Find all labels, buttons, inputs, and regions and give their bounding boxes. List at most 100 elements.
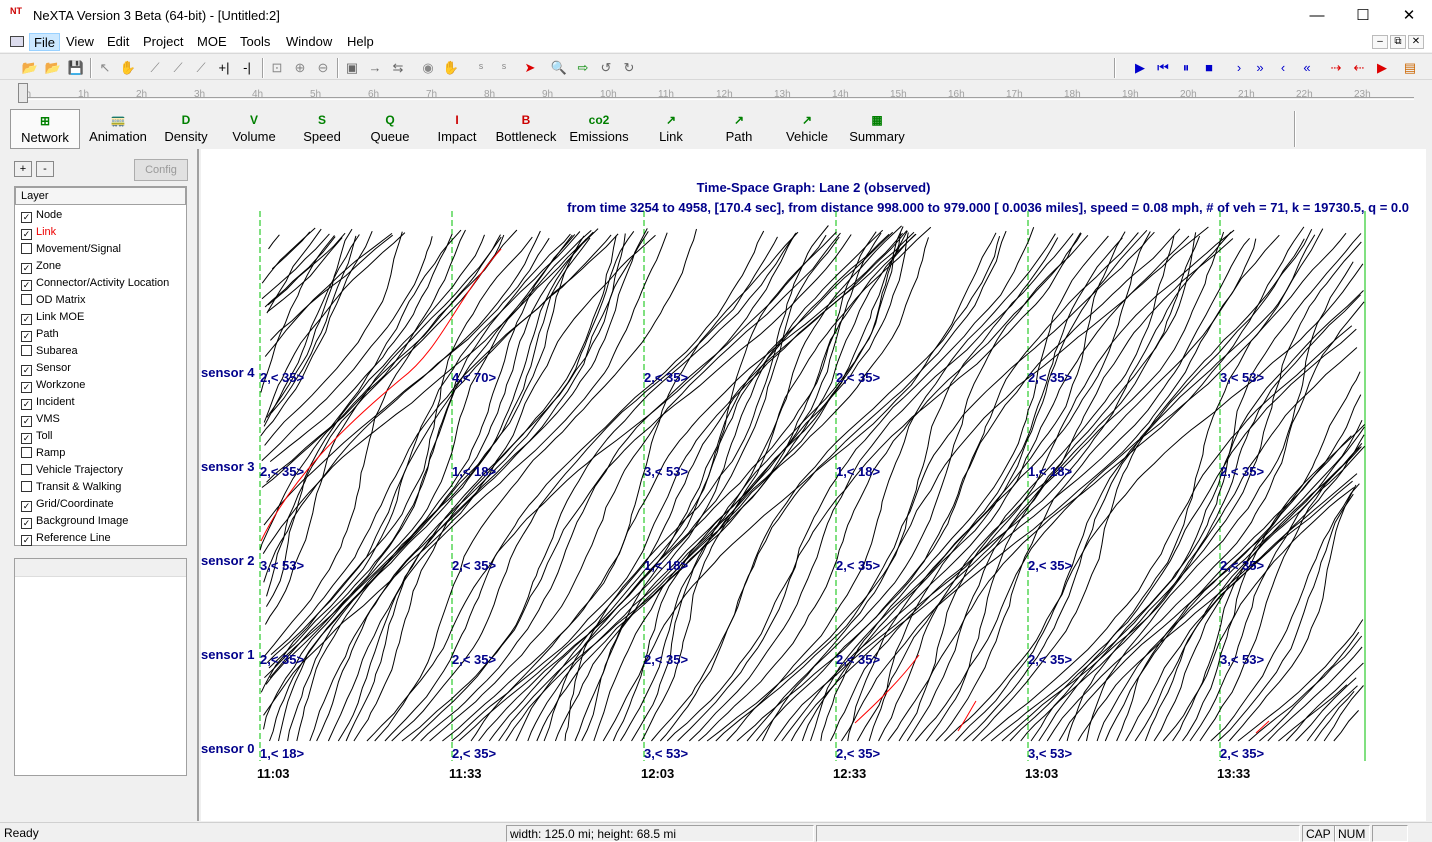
child-close-icon[interactable]: ✕ [1408,35,1424,49]
menu-moe[interactable]: MOE [197,34,227,49]
fast-forward-icon[interactable]: » [1256,60,1264,75]
open-project-icon[interactable]: 📂 [44,60,62,75]
menu-project[interactable]: Project [143,34,184,49]
rewind-icon[interactable]: ⏮ [1157,60,1169,75]
minus-button[interactable]: - [36,161,54,177]
menu-window[interactable]: Window [286,34,333,49]
child-minimize-icon[interactable]: – [1372,35,1388,49]
checkbox-checked-icon[interactable]: ✓ [21,263,32,274]
draw-link-icon[interactable]: ⟋ [150,60,160,75]
save-icon[interactable]: 💾 [67,60,85,75]
menu-edit[interactable]: Edit [107,34,130,49]
one-way-arrow-icon[interactable]: → [368,60,382,75]
layer-item[interactable]: ✓ Link [21,225,56,242]
play-icon[interactable]: ▶ [1135,60,1145,75]
move-hand-icon[interactable]: ✋ [442,60,460,75]
vehicle-tool-icon[interactable]: ◉ [422,60,434,75]
open-folder-icon[interactable]: 📂 [21,60,39,75]
layer-item[interactable]: ✓ VMS [21,412,60,429]
checkbox-unchecked-icon[interactable] [21,294,32,305]
layer-item[interactable]: ✓ Path [21,327,59,344]
checkbox-checked-icon[interactable]: ✓ [21,229,32,240]
checkbox-checked-icon[interactable]: ✓ [21,535,32,546]
checkbox-checked-icon[interactable]: ✓ [21,501,32,512]
red-forward-icon[interactable]: ⇢ [1330,60,1342,75]
menu-view[interactable]: View [66,34,94,49]
layer-item[interactable]: ✓ Grid/Coordinate [21,497,114,514]
moe-tab-queue[interactable]: Q Queue [358,109,422,149]
remove-node-icon[interactable]: -| [243,60,251,75]
time-slider-thumb[interactable] [18,83,28,103]
layer-item[interactable]: Movement/Signal [21,242,121,259]
time-track[interactable] [18,97,1414,100]
layer-item[interactable]: ✓ Background Image [21,514,128,531]
step-back-icon[interactable]: ‹ [1280,60,1286,75]
pan-hand-icon[interactable]: ✋ [119,60,137,75]
layer-item[interactable]: ✓ Toll [21,429,53,446]
find-icon[interactable]: 🔍 [550,60,568,75]
checkbox-unchecked-icon[interactable] [21,345,32,356]
layer-item[interactable]: OD Matrix [21,293,86,310]
moe-tab-network[interactable]: ⊞ Network [10,109,80,149]
layer-item[interactable]: ✓ Reference Line [21,531,111,548]
checkbox-checked-icon[interactable]: ✓ [21,280,32,291]
origin-icon[interactable]: ˢ [478,60,484,75]
moe-tab-density[interactable]: D Density [154,109,218,149]
layer-item[interactable]: ✓ Sensor [21,361,71,378]
rectangle-select-icon[interactable]: ▣ [345,60,359,75]
checkbox-unchecked-icon[interactable] [21,243,32,254]
moe-tab-volume[interactable]: V Volume [222,109,286,149]
close-button[interactable]: ✕ [1402,7,1416,24]
checkbox-checked-icon[interactable]: ✓ [21,433,32,444]
checkbox-checked-icon[interactable]: ✓ [21,399,32,410]
report-icon[interactable]: ▤ [1403,60,1417,75]
minimize-button[interactable]: — [1309,7,1325,24]
export-icon[interactable]: ⇨ [577,60,589,75]
layer-item[interactable]: Vehicle Trajectory [21,463,123,480]
step-forward-icon[interactable]: › [1236,60,1242,75]
menu-tools[interactable]: Tools [240,34,271,49]
layer-item[interactable]: ✓ Connector/Activity Location [21,276,169,293]
checkbox-checked-icon[interactable]: ✓ [21,518,32,529]
config-button[interactable]: Config [134,159,188,181]
layer-item[interactable]: ✓ Incident [21,395,75,412]
moe-tab-speed[interactable]: S Speed [290,109,354,149]
layer-item[interactable]: Transit & Walking [21,480,121,497]
checkbox-unchecked-icon[interactable] [21,481,32,492]
layer-item[interactable]: ✓ Zone [21,259,61,276]
layer-list-header[interactable]: Layer [15,187,186,205]
time-space-graph[interactable]: Time-Space Graph: Lane 2 (observed) from… [201,149,1426,821]
moe-tab-summary[interactable]: ▦ Summary [842,109,912,149]
redo-icon[interactable]: ↻ [623,60,635,75]
menu-file[interactable]: File [29,33,60,51]
checkbox-unchecked-icon[interactable] [21,464,32,475]
pause-icon[interactable]: ⏸ [1182,60,1190,75]
moe-tab-impact[interactable]: I Impact [426,109,488,149]
layer-item[interactable]: ✓ Workzone [21,378,85,395]
moe-tab-path[interactable]: ↗ Path [706,109,772,149]
add-node-icon[interactable]: +| [218,60,230,75]
moe-tab-link[interactable]: ↗ Link [638,109,704,149]
checkbox-unchecked-icon[interactable] [21,447,32,458]
layer-item[interactable]: ✓ Link MOE [21,310,84,327]
moe-tab-bottleneck[interactable]: B Bottleneck [492,109,560,149]
select-arrow-icon[interactable]: ↖ [99,60,111,75]
zoom-out-icon[interactable]: ⊖ [317,60,329,75]
zoom-extent-icon[interactable]: ⊡ [271,60,283,75]
destination-icon[interactable]: ˢ [501,60,507,75]
moe-tab-vehicle[interactable]: ↗ Vehicle [774,109,840,149]
menu-help[interactable]: Help [347,34,374,49]
child-restore-icon[interactable]: ⧉ [1390,35,1406,49]
plus-button[interactable]: + [14,161,32,177]
property-list[interactable] [14,558,187,776]
fast-back-icon[interactable]: « [1303,60,1311,75]
moe-tab-emissions[interactable]: co2 Emissions [563,109,635,149]
checkbox-checked-icon[interactable]: ✓ [21,314,32,325]
layer-item[interactable]: Ramp [21,446,65,463]
maximize-button[interactable]: ☐ [1356,7,1370,24]
zoom-in-icon[interactable]: ⊕ [294,60,306,75]
moe-tab-animation[interactable]: 🚃 Animation [84,109,152,149]
undo-icon[interactable]: ↺ [600,60,612,75]
draw-link-plus-icon[interactable]: ⟋ [173,60,183,75]
red-play-icon[interactable]: ▶ [1377,60,1387,75]
